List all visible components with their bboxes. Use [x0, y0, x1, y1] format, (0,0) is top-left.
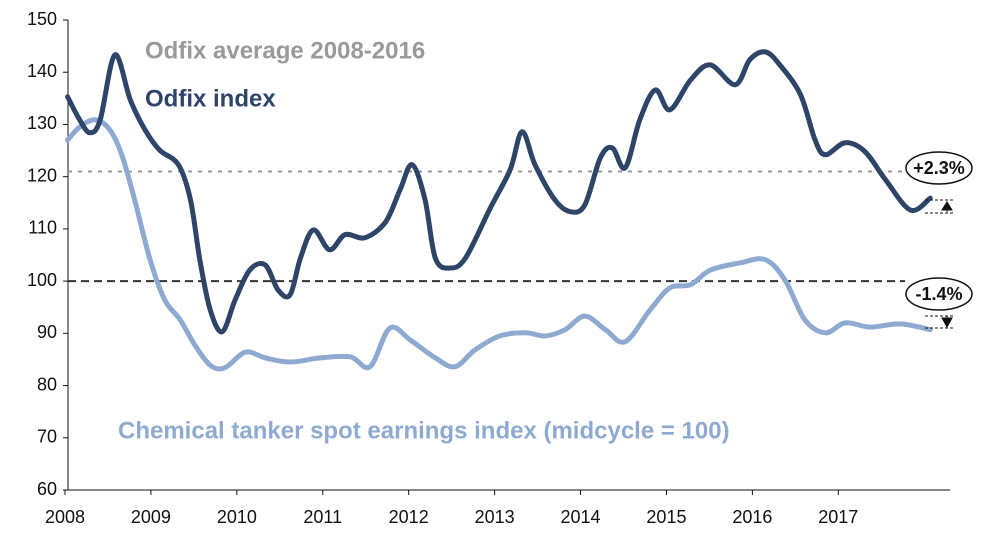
series-line [65, 117, 933, 372]
y-tick-label: 110 [28, 218, 57, 238]
y-tick-label: 130 [27, 113, 57, 133]
y-tick-label: 90 [37, 322, 57, 342]
y-tick-label: 140 [27, 61, 57, 81]
annotation-arrows [925, 199, 955, 329]
x-tick-label: 2009 [131, 507, 171, 527]
annotation: +2.3% [913, 158, 965, 178]
annotation-bubble [905, 277, 973, 311]
y-tick-label: 150 [27, 9, 57, 29]
y-tick-label: 60 [37, 479, 57, 499]
x-tick-label: 2016 [732, 507, 772, 527]
x-tick-label: 2017 [818, 507, 858, 527]
arrow-head [941, 201, 953, 211]
legend-chemical: Chemical tanker spot earnings index (mid… [118, 417, 730, 444]
legend-average: Odfix average 2008-2016 [145, 37, 425, 64]
x-tick-label: 2015 [646, 507, 686, 527]
arrow-head [941, 317, 953, 329]
y-tick-label: 120 [27, 165, 57, 185]
series-line [65, 49, 933, 335]
legend-odfix: Odfix index [145, 85, 276, 112]
y-tick-label: 70 [37, 427, 57, 447]
y-tick-label: 100 [27, 270, 57, 290]
annotation: -1.4% [915, 284, 962, 304]
x-tick-label: 2012 [389, 507, 429, 527]
y-tick-label: 80 [37, 374, 57, 394]
x-tick-label: 2013 [475, 507, 515, 527]
x-tick-label: 2010 [217, 507, 257, 527]
x-tick-label: 2011 [303, 507, 342, 527]
x-tick-label: 2014 [561, 507, 601, 527]
x-tick-label: 2008 [45, 507, 85, 527]
annotation-bubble [905, 151, 973, 185]
